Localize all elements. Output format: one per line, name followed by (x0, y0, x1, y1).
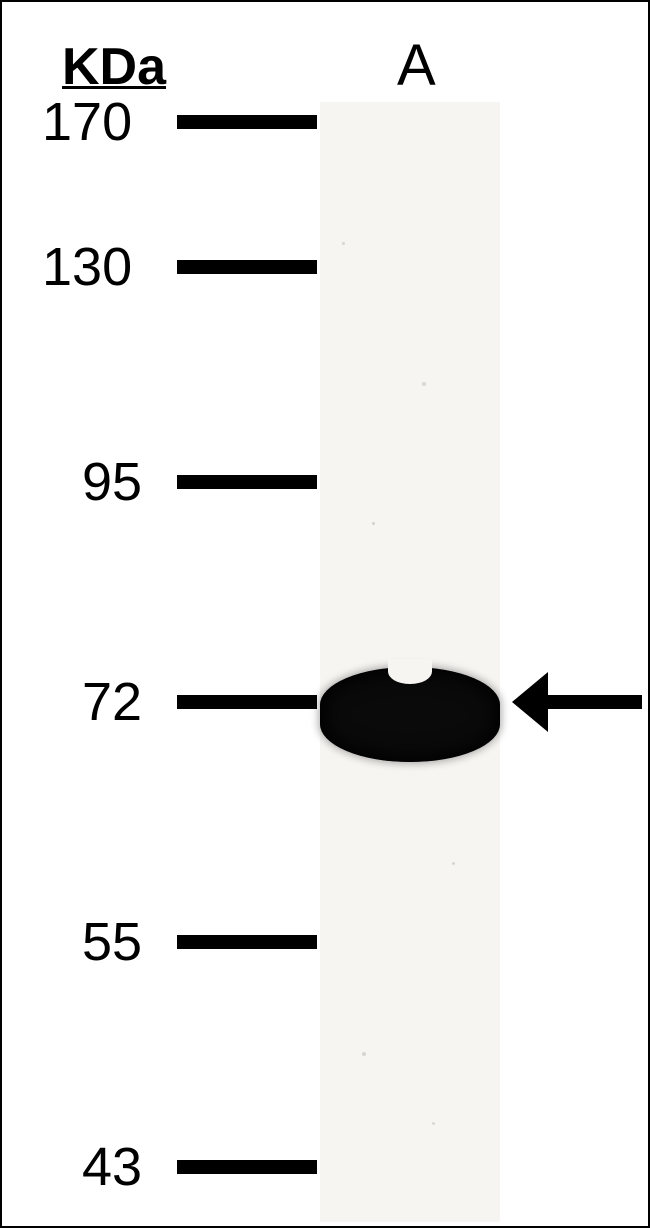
arrow-shaft (542, 695, 642, 709)
noise-speck (372, 522, 375, 525)
marker-label-130: 130 (42, 236, 132, 298)
marker-tick-72 (177, 695, 317, 709)
marker-label-55: 55 (82, 911, 142, 973)
band-notch (388, 659, 431, 684)
marker-tick-95 (177, 475, 317, 489)
unit-label: KDa (62, 37, 166, 97)
marker-label-72: 72 (82, 671, 142, 733)
lane-label: A (397, 32, 436, 99)
noise-speck (342, 242, 345, 245)
noise-speck (422, 382, 426, 386)
noise-speck (452, 862, 455, 865)
marker-tick-55 (177, 935, 317, 949)
marker-label-43: 43 (82, 1136, 142, 1198)
marker-tick-170 (177, 115, 317, 129)
blot-figure: KDa A 170 130 95 72 55 43 (2, 2, 648, 1226)
marker-tick-130 (177, 260, 317, 274)
marker-tick-43 (177, 1160, 317, 1174)
noise-speck (362, 1052, 366, 1056)
arrow-head-icon (512, 672, 548, 732)
noise-speck (432, 1122, 435, 1125)
marker-label-170: 170 (42, 91, 132, 153)
marker-label-95: 95 (82, 451, 142, 513)
